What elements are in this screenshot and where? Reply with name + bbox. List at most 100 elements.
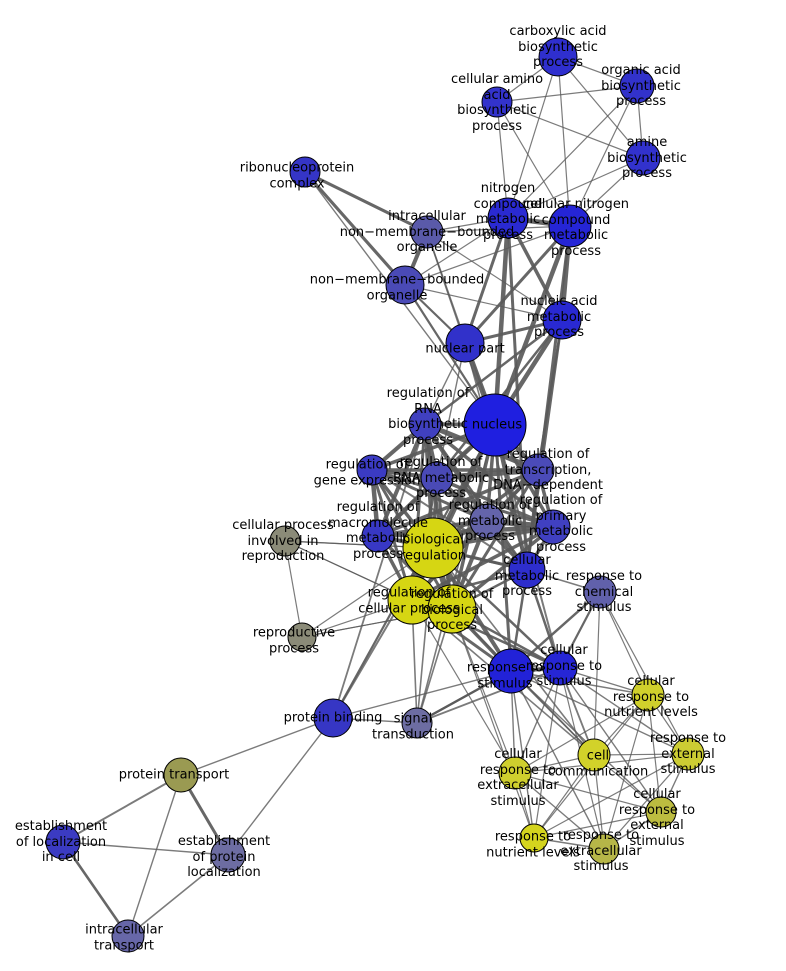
network-node[interactable] (111, 919, 145, 953)
network-node[interactable] (361, 519, 395, 553)
network-edge (496, 101, 644, 159)
network-node[interactable] (548, 204, 592, 248)
network-node[interactable] (469, 503, 505, 539)
network-edge (569, 85, 638, 227)
network-node[interactable] (385, 265, 425, 305)
network-edge (507, 56, 559, 219)
network-node[interactable] (625, 140, 661, 176)
node-layer (45, 37, 705, 953)
network-edge (62, 841, 229, 856)
network-node[interactable] (481, 86, 513, 118)
network-edge (127, 854, 229, 937)
network-edge (496, 85, 638, 103)
network-edge (557, 56, 571, 227)
network-edge (332, 423, 426, 719)
network-edge (62, 774, 182, 843)
network-edge (127, 774, 182, 937)
network-edge (404, 225, 571, 286)
network-edge (423, 318, 564, 426)
network-node[interactable] (577, 738, 611, 772)
network-node[interactable] (408, 407, 442, 441)
network-node[interactable] (401, 707, 433, 739)
network-edge (603, 753, 689, 850)
network-edge (533, 811, 662, 839)
network-node[interactable] (583, 575, 617, 609)
network-node[interactable] (45, 824, 81, 860)
network-node[interactable] (289, 156, 321, 188)
network-edge (599, 591, 689, 755)
network-node[interactable] (538, 37, 578, 77)
network-edge (514, 667, 561, 774)
network-edge (284, 540, 303, 638)
network-edge (506, 216, 529, 572)
network-node[interactable] (313, 698, 353, 738)
network-edge (514, 772, 605, 850)
network-edge (599, 591, 649, 696)
network-node[interactable] (619, 68, 655, 104)
network-edge (507, 157, 644, 219)
network-node[interactable] (269, 525, 301, 557)
network-edge (303, 170, 429, 234)
network-edge (510, 670, 649, 696)
network-node[interactable] (163, 757, 199, 793)
network-edge (463, 224, 572, 345)
network-edge (557, 56, 644, 159)
network-edge (434, 467, 541, 481)
network-node[interactable] (535, 509, 571, 545)
network-edge (61, 840, 130, 938)
network-edge (411, 599, 516, 774)
network-node[interactable] (210, 837, 246, 873)
network-node[interactable] (427, 584, 477, 634)
network-edge (451, 608, 516, 774)
network-edge (514, 694, 649, 774)
network-edge (410, 525, 555, 602)
network-edge (510, 670, 605, 850)
network-edge (436, 342, 466, 479)
network-edge (426, 231, 563, 321)
network-node[interactable] (645, 796, 677, 828)
network-edge (227, 717, 334, 856)
network-edge (559, 667, 689, 755)
edge-layer (61, 56, 689, 938)
network-edge (603, 694, 649, 850)
network-node[interactable] (498, 756, 532, 790)
network-node[interactable] (410, 215, 444, 249)
network-edge (492, 215, 511, 428)
network-edge (533, 754, 595, 839)
network-node[interactable] (519, 823, 549, 853)
network-edge (510, 670, 689, 755)
network-node[interactable] (356, 454, 388, 486)
network-edge (416, 424, 496, 724)
network-edge (376, 468, 540, 538)
network-node[interactable] (445, 323, 485, 363)
network-node[interactable] (521, 453, 555, 487)
network-edge (496, 101, 571, 227)
network-node[interactable] (487, 197, 529, 239)
network-edge (404, 284, 563, 321)
network-node[interactable] (588, 833, 620, 865)
network-edge (370, 468, 489, 523)
network-edge (533, 753, 689, 839)
network-node[interactable] (508, 551, 546, 589)
network-edge (416, 667, 561, 724)
network-edge (451, 608, 535, 839)
network-node[interactable] (631, 678, 665, 712)
network-node[interactable] (542, 300, 582, 340)
network-node[interactable] (287, 622, 317, 652)
network-edge (332, 670, 512, 719)
network-edge (559, 667, 662, 813)
network-edge (493, 423, 513, 673)
network-edge (180, 717, 334, 776)
network-node[interactable] (671, 737, 705, 771)
network-edge (463, 216, 510, 345)
network-node[interactable] (542, 650, 578, 686)
network-edge (533, 667, 561, 839)
network-node[interactable] (402, 517, 464, 579)
network-node[interactable] (420, 461, 454, 495)
network-edge (514, 772, 662, 813)
network-node[interactable] (463, 393, 527, 457)
network-node[interactable] (488, 648, 534, 694)
network-edge (303, 170, 407, 287)
